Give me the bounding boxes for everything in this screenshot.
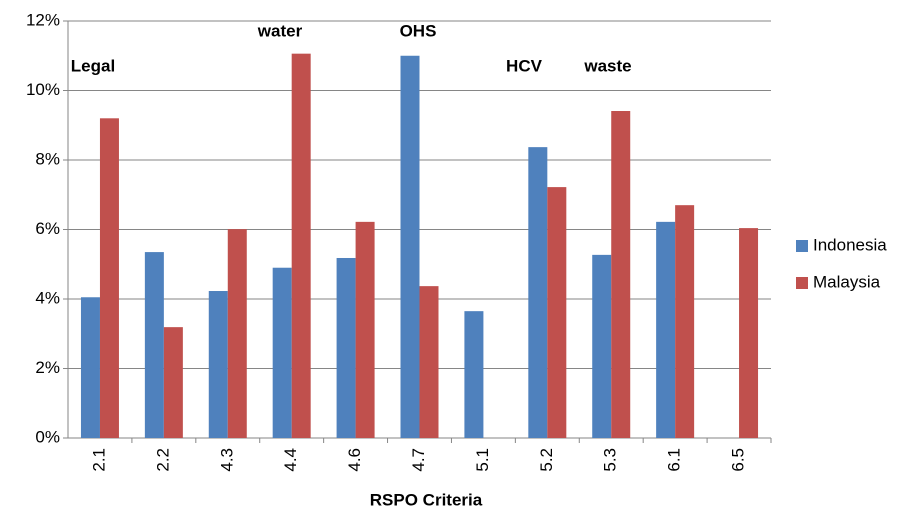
bar [163,327,183,438]
bar [739,228,759,438]
annotation: waste [583,56,631,75]
bar [464,311,484,438]
legend-swatch [796,240,808,252]
bar [656,221,676,438]
annotation: Legal [71,56,115,75]
annotation: OHS [400,21,437,40]
bar [547,187,567,438]
bar [355,221,375,438]
bar [400,55,420,438]
bar [291,53,311,438]
y-tick-label: 10% [26,80,60,99]
bar [99,118,119,439]
y-tick-label: 4% [35,288,60,307]
x-tick-label: 2.1 [89,448,108,472]
y-tick-label: 0% [35,427,60,446]
legend-label: Indonesia [813,235,887,254]
bar [528,147,548,438]
x-tick-label: 6.1 [665,448,684,472]
x-axis-title: RSPO Criteria [370,490,483,509]
bar [336,257,356,438]
x-tick-label: 5.2 [537,448,556,472]
y-tick-label: 6% [35,219,60,238]
y-tick-label: 12% [26,10,60,29]
x-tick-label: 6.5 [729,448,748,472]
bar [80,297,100,438]
x-tick-label: 5.1 [473,448,492,472]
x-tick-label: 4.7 [409,448,428,472]
annotation: water [257,21,303,40]
bar [144,252,164,438]
bar [272,267,292,438]
x-tick-label: 5.3 [601,448,620,472]
legend-swatch [796,277,808,289]
x-tick-label: 4.4 [281,448,300,472]
bar [419,286,439,438]
bar [208,291,228,438]
legend-label: Malaysia [813,272,881,291]
bar [611,111,631,438]
bar [592,254,612,438]
x-tick-label: 2.2 [153,448,172,472]
bar [675,205,695,438]
y-tick-label: 2% [35,358,60,377]
annotation: HCV [506,56,543,75]
bar [227,229,247,438]
y-tick-label: 8% [35,149,60,168]
x-tick-label: 4.3 [217,448,236,472]
x-tick-label: 4.6 [345,448,364,472]
